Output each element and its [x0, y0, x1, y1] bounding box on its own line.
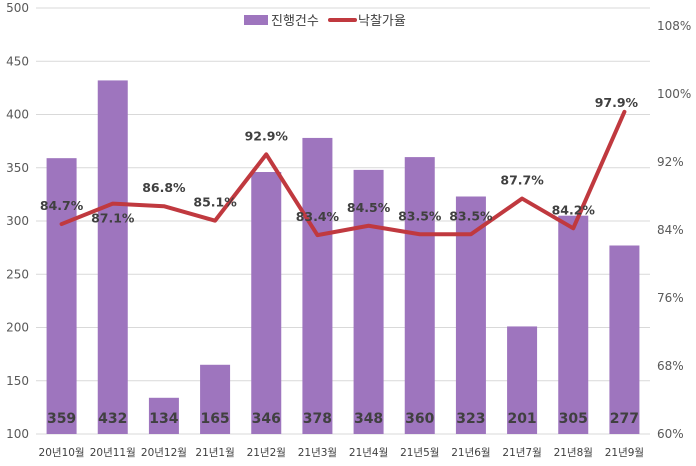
left-tick-label: 300 — [6, 214, 29, 228]
line-value-label: 83.4% — [296, 209, 340, 224]
legend-label-bar: 진행건수 — [271, 13, 319, 29]
line-value-label: 84.7% — [40, 198, 84, 213]
right-tick-label: 84% — [657, 223, 684, 237]
left-tick-label: 150 — [6, 374, 29, 388]
left-tick-label: 200 — [6, 321, 29, 335]
bar-value-label: 277 — [610, 411, 639, 427]
category-label: 21년7월 — [502, 447, 541, 459]
left-tick-label: 500 — [6, 1, 29, 15]
bar-value-label: 348 — [354, 411, 383, 427]
category-label: 20년11월 — [90, 447, 136, 459]
bar — [148, 397, 179, 434]
data-labels: 359 432 134 165 346 378 348 360 323 201 305 277 84.7… — [40, 95, 639, 427]
line-value-label: 83.5% — [398, 208, 442, 223]
line-value-label: 97.9% — [595, 95, 639, 110]
bar-value-label: 165 — [200, 411, 229, 427]
bar — [558, 215, 589, 434]
bar — [507, 326, 538, 434]
category-label: 21년3월 — [298, 447, 337, 459]
right-tick-label: 76% — [657, 291, 684, 305]
bar-value-label: 360 — [405, 411, 434, 427]
bars — [46, 80, 640, 435]
bar-value-label: 378 — [303, 411, 332, 427]
category-label: 20년12월 — [141, 447, 187, 459]
left-tick-label: 450 — [6, 54, 29, 68]
bar-value-label: 359 — [47, 411, 76, 427]
category-label: 20년10월 — [39, 447, 85, 459]
bar — [353, 169, 384, 434]
right-tick-label: 92% — [657, 155, 684, 169]
category-label: 21년2월 — [247, 447, 286, 459]
line-path — [59, 109, 627, 238]
bar-value-label: 346 — [252, 411, 281, 427]
line-value-label: 92.9% — [245, 128, 289, 143]
bar-value-label: 305 — [559, 411, 588, 427]
right-tick-label: 60% — [657, 427, 684, 441]
right-tick-label: 68% — [657, 359, 684, 373]
bar-value-label: 432 — [98, 411, 127, 427]
category-label: 21년6월 — [451, 447, 490, 459]
category-label: 21년8월 — [554, 447, 593, 459]
line-value-label: 83.5% — [449, 208, 493, 223]
category-label: 21년5월 — [400, 447, 439, 459]
bar-value-label: 323 — [456, 411, 485, 427]
left-tick-label: 350 — [6, 161, 29, 175]
bar — [609, 245, 640, 434]
right-tick-label: 108% — [657, 19, 691, 33]
category-label: 21년9월 — [605, 447, 644, 459]
axes: 100 150 200 250 300 350 400 450 500 60% 68% 76% 84% 9… — [6, 1, 691, 459]
line-value-label: 85.1% — [193, 195, 237, 210]
bar — [46, 158, 77, 435]
legend: 진행건수 낙찰가율 — [244, 13, 406, 29]
bar-value-label: 134 — [149, 411, 178, 427]
category-label: 21년4월 — [349, 447, 388, 459]
bar — [251, 172, 282, 434]
bar — [97, 80, 128, 435]
bar — [404, 157, 435, 434]
right-tick-label: 100% — [657, 87, 691, 101]
bar — [302, 137, 333, 434]
left-tick-label: 250 — [6, 267, 29, 281]
gridlines — [36, 7, 650, 435]
line-series — [59, 109, 627, 238]
category-label: 21년1월 — [195, 447, 234, 459]
line-value-label: 84.5% — [347, 200, 391, 215]
line-value-label: 87.1% — [91, 211, 135, 226]
legend-swatch-bar — [244, 15, 268, 25]
bar — [200, 364, 231, 434]
line-value-label: 86.8% — [142, 180, 186, 195]
line-value-label: 84.2% — [552, 202, 596, 217]
legend-label-line: 낙찰가율 — [358, 14, 406, 29]
line-value-label: 87.7% — [500, 173, 544, 188]
left-tick-label: 100 — [6, 427, 29, 441]
left-tick-label: 400 — [6, 108, 29, 122]
bar-value-label: 201 — [507, 411, 536, 427]
